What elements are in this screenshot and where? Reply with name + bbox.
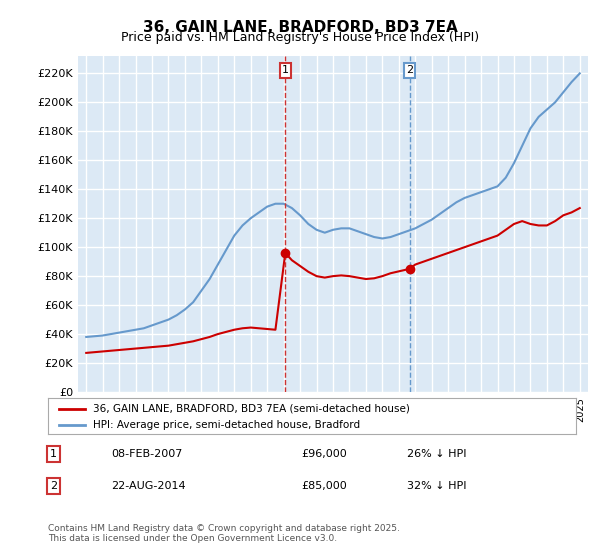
Text: £96,000: £96,000 bbox=[301, 449, 347, 459]
Text: 2: 2 bbox=[406, 66, 413, 76]
Text: 1: 1 bbox=[50, 449, 57, 459]
Text: 32% ↓ HPI: 32% ↓ HPI bbox=[407, 481, 467, 491]
Text: 1: 1 bbox=[282, 66, 289, 76]
Text: 36, GAIN LANE, BRADFORD, BD3 7EA: 36, GAIN LANE, BRADFORD, BD3 7EA bbox=[143, 20, 457, 35]
Text: 22-AUG-2014: 22-AUG-2014 bbox=[112, 481, 186, 491]
Text: HPI: Average price, semi-detached house, Bradford: HPI: Average price, semi-detached house,… bbox=[93, 420, 360, 430]
Text: 36, GAIN LANE, BRADFORD, BD3 7EA (semi-detached house): 36, GAIN LANE, BRADFORD, BD3 7EA (semi-d… bbox=[93, 404, 410, 413]
Text: 26% ↓ HPI: 26% ↓ HPI bbox=[407, 449, 467, 459]
Text: Contains HM Land Registry data © Crown copyright and database right 2025.
This d: Contains HM Land Registry data © Crown c… bbox=[48, 524, 400, 543]
Text: 2: 2 bbox=[50, 481, 57, 491]
Text: £85,000: £85,000 bbox=[301, 481, 347, 491]
Text: 08-FEB-2007: 08-FEB-2007 bbox=[112, 449, 183, 459]
Text: Price paid vs. HM Land Registry's House Price Index (HPI): Price paid vs. HM Land Registry's House … bbox=[121, 31, 479, 44]
